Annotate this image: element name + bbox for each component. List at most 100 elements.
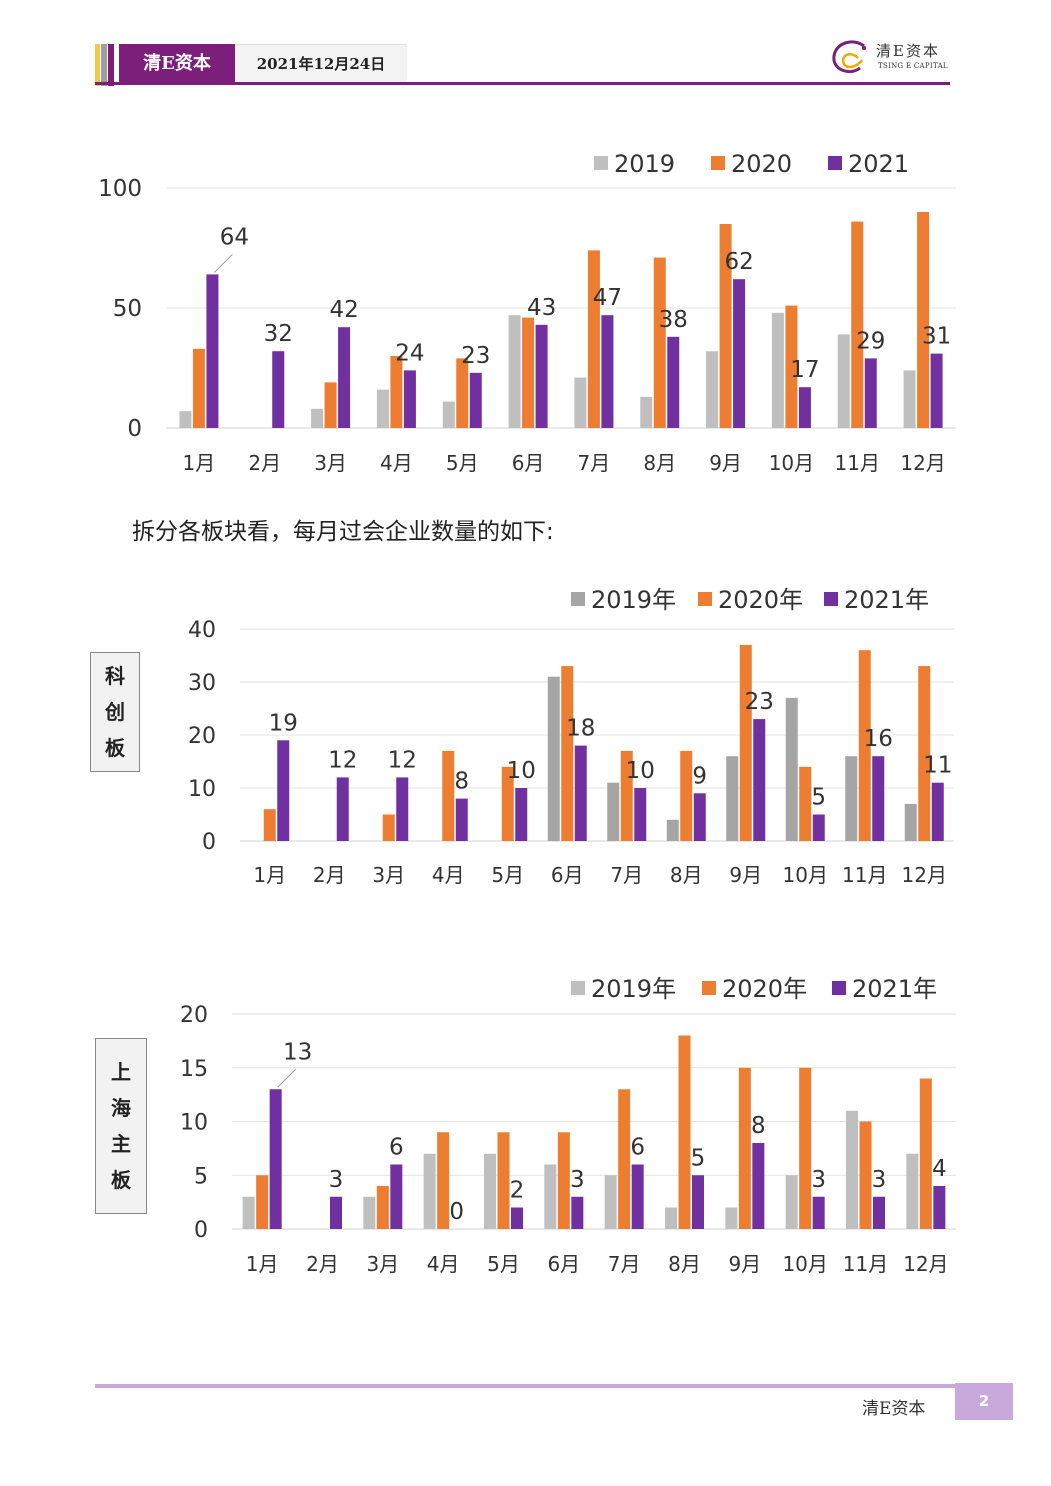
y-tick-label: 0 (194, 1218, 208, 1243)
bar-2019 (837, 334, 850, 428)
bar-2019 (508, 315, 521, 428)
y-tick-label: 40 (188, 618, 216, 643)
data-label: 12 (388, 747, 417, 773)
data-label: 3 (872, 1167, 887, 1193)
bar-2020 (587, 250, 600, 428)
board-label-char: 上 (111, 1060, 131, 1084)
legend-label: 2020年 (718, 586, 803, 614)
bar-2019年 (785, 697, 798, 841)
bar-2019年 (904, 803, 917, 841)
bar-2021 (798, 387, 811, 428)
y-tick-label: 15 (180, 1057, 208, 1082)
x-tick-label: 11月 (835, 451, 880, 475)
bar-2021年 (692, 1175, 704, 1229)
bar-2019年 (363, 1196, 376, 1229)
bar-2021 (206, 274, 219, 428)
y-tick-label: 10 (180, 1111, 208, 1136)
bar-2019年 (666, 819, 679, 841)
x-tick-label: 6月 (551, 863, 584, 887)
bar-2019 (903, 370, 916, 428)
data-label: 13 (283, 1039, 312, 1065)
data-label: 31 (922, 324, 951, 350)
legend-swatch (711, 156, 725, 170)
bar-2021 (601, 315, 614, 428)
x-tick-label: 12月 (903, 1252, 948, 1276)
bar-2021年 (269, 1089, 282, 1229)
data-label: 12 (328, 747, 357, 773)
bar-2020年 (738, 1067, 751, 1229)
data-label: 23 (461, 343, 490, 369)
data-label: 64 (220, 224, 249, 250)
y-tick-label: 0 (202, 830, 216, 855)
x-tick-label: 2月 (313, 863, 346, 887)
x-tick-label: 4月 (427, 1252, 460, 1276)
x-tick-label: 8月 (668, 1252, 701, 1276)
x-tick-label: 5月 (491, 863, 524, 887)
x-tick-label: 5月 (446, 451, 479, 475)
bar-2020年 (918, 666, 931, 841)
data-label-leader (214, 254, 233, 273)
bar-2020 (522, 317, 535, 428)
y-tick-label: 0 (127, 416, 142, 442)
bar-2021 (930, 353, 943, 428)
data-label: 3 (570, 1167, 585, 1193)
bar-2019 (179, 411, 192, 428)
bar-2021年 (277, 740, 290, 841)
x-tick-label: 9月 (709, 451, 742, 475)
data-label: 11 (923, 753, 952, 779)
data-label: 0 (449, 1199, 464, 1225)
bar-2019 (706, 351, 719, 428)
bar-2020 (719, 224, 732, 428)
data-label: 3 (811, 1167, 826, 1193)
bar-2020年 (858, 650, 871, 841)
data-label: 4 (932, 1156, 947, 1182)
bar-2020 (785, 305, 798, 428)
bar-2020年 (256, 1175, 269, 1229)
bar-2019年 (607, 782, 620, 841)
x-tick-label: 3月 (314, 451, 347, 475)
bar-2020年 (382, 814, 395, 841)
bar-2019年 (726, 756, 739, 841)
bar-2019 (771, 312, 784, 428)
bar-2020年 (437, 1132, 450, 1229)
data-label-leader (277, 1068, 297, 1088)
data-label: 6 (389, 1135, 404, 1161)
data-label: 5 (691, 1145, 706, 1171)
data-label: 24 (395, 340, 424, 366)
bar-2019年 (242, 1196, 255, 1229)
legend-swatch (594, 156, 608, 170)
legend-label: 2019 (614, 150, 675, 178)
bar-2021年 (931, 782, 944, 841)
bar-2019年 (906, 1153, 919, 1229)
bar-2021年 (872, 756, 885, 841)
bar-2019年 (725, 1207, 738, 1229)
bar-2021年 (753, 719, 766, 841)
bar-2020年 (501, 766, 514, 841)
header-brand: 清E资本 (119, 44, 235, 84)
bar-2020年 (442, 750, 455, 841)
bar-2021年 (631, 1164, 644, 1229)
x-tick-label: 2月 (248, 451, 281, 475)
y-tick-label: 20 (180, 1003, 208, 1028)
data-label: 3 (329, 1167, 344, 1193)
section-caption: 拆分各板块看，每月过会企业数量的如下: (132, 519, 554, 545)
bar-2021年 (455, 798, 468, 841)
x-tick-label: 6月 (547, 1252, 580, 1276)
bar-2021年 (390, 1164, 403, 1229)
legend-label: 2019年 (591, 586, 676, 614)
bar-2019年 (547, 676, 560, 841)
legend-swatch (571, 592, 585, 606)
data-label: 19 (269, 710, 298, 736)
bar-2021年 (396, 777, 409, 841)
bar-2020年 (557, 1132, 570, 1229)
bar-2019年 (423, 1153, 436, 1229)
x-tick-label: 11月 (843, 1252, 888, 1276)
header-stripe-gray (101, 44, 107, 86)
bar-2021 (469, 372, 482, 428)
x-tick-label: 11月 (842, 863, 887, 887)
x-tick-label: 1月 (253, 863, 286, 887)
data-label: 16 (864, 726, 893, 752)
header-stripe-yellow (95, 44, 100, 86)
footer-divider (95, 1384, 955, 1388)
bar-2020年 (739, 644, 752, 841)
